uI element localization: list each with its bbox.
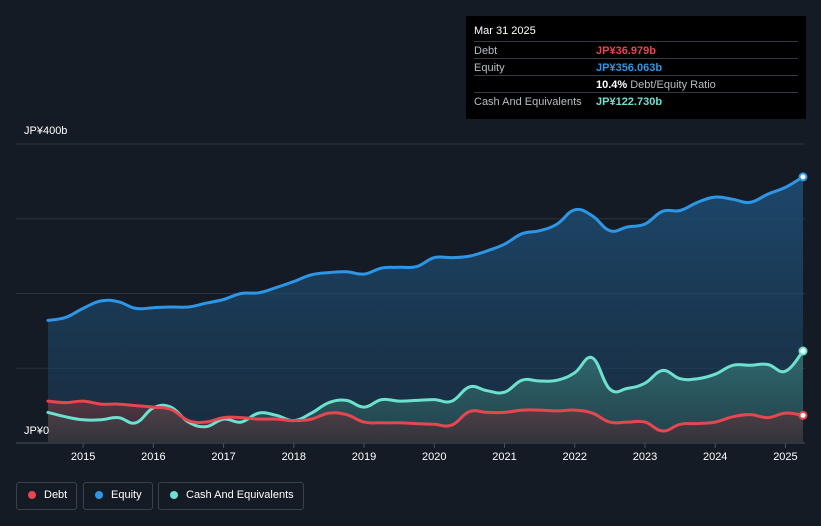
tooltip-debt-row: Debt JP¥36.979b — [474, 41, 798, 59]
tooltip-ratio-row: 10.4% Debt/Equity Ratio — [474, 75, 798, 93]
equity-dot-icon — [95, 491, 103, 499]
x-tick-label: 2017 — [211, 451, 235, 463]
x-tick-label: 2018 — [282, 451, 306, 463]
x-tick-label: 2025 — [773, 451, 797, 463]
equity-end-marker — [798, 172, 808, 182]
legend-equity-label: Equity — [111, 489, 142, 501]
debt-dot-icon — [28, 491, 36, 499]
tooltip-ratio-value: 10.4% — [596, 79, 628, 91]
x-axis: 2015 2016 2017 2018 2019 2020 2021 2022 2023 2024… — [71, 443, 798, 463]
tooltip-ratio: 10.4% Debt/Equity Ratio — [596, 79, 716, 91]
cash-and-equivalents-line — [46, 349, 805, 429]
tooltip-debt-label: Debt — [474, 45, 498, 57]
legend-debt-label: Debt — [44, 489, 68, 501]
debt-area — [48, 401, 803, 443]
tooltip-debt-value: JP¥36.979b — [596, 45, 656, 57]
tooltip-cash-value: JP¥122.730b — [596, 96, 663, 108]
cash-dot-icon — [170, 491, 178, 499]
tooltip-equity-value: JP¥356.063b — [596, 62, 663, 74]
tooltip-ratio-label: Debt/Equity Ratio — [630, 79, 716, 91]
debt-end-marker — [798, 410, 808, 420]
x-tick-label: 2020 — [422, 451, 446, 463]
x-tick-label: 2022 — [563, 451, 587, 463]
series-areas — [48, 176, 803, 443]
x-tick-label: 2021 — [492, 451, 516, 463]
y-tick-top-label: JP¥400b — [24, 125, 68, 137]
legend-debt[interactable]: Debt — [16, 482, 77, 510]
legend-equity[interactable]: Equity — [83, 482, 153, 510]
cash-and-equivalents-end-marker — [798, 346, 808, 356]
debt-line — [46, 399, 805, 433]
x-tick-label: 2016 — [141, 451, 165, 463]
y-tick-zero-label: JP¥0 — [24, 425, 50, 437]
equity-area — [48, 176, 803, 443]
cash-and-equivalents-area — [48, 351, 803, 443]
equity-line — [46, 175, 805, 322]
end-markers — [798, 172, 808, 420]
x-tick-label: 2024 — [703, 451, 727, 463]
legend-cash-label: Cash And Equivalents — [186, 489, 294, 501]
tooltip-cash-label: Cash And Equivalents — [474, 96, 582, 108]
legend-cash[interactable]: Cash And Equivalents — [158, 482, 304, 510]
x-tick-label: 2019 — [352, 451, 376, 463]
tooltip-equity-row: Equity JP¥356.063b — [474, 58, 798, 76]
tooltip-equity-label: Equity — [474, 62, 505, 74]
data-tooltip: Mar 31 2025 Debt JP¥36.979b Equity JP¥35… — [466, 16, 806, 119]
tooltip-date: Mar 31 2025 — [474, 25, 536, 37]
x-tick-label: 2015 — [71, 451, 95, 463]
series-lines — [46, 175, 805, 433]
tooltip-cash-row: Cash And Equivalents JP¥122.730b — [474, 92, 798, 110]
x-tick-label: 2023 — [633, 451, 657, 463]
